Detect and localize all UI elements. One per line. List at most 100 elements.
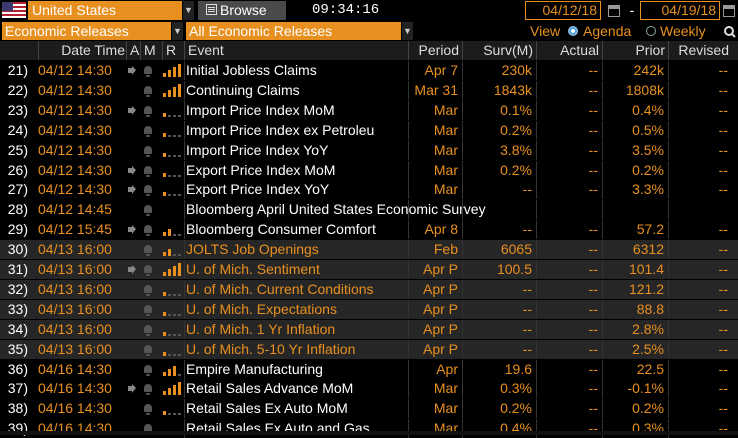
table-row[interactable]: 34) 04/13 16:00 U. of Mich. 1 Yr Inflation… [0,319,738,339]
column-header-prior[interactable]: Prior [602,41,668,60]
bell-icon[interactable] [142,240,154,259]
speaker-icon[interactable] [128,240,138,259]
speaker-icon[interactable] [128,161,138,180]
category-filter[interactable]: Economic Releases [2,22,171,40]
speaker-icon[interactable] [128,81,138,100]
row-event[interactable]: JOLTS Job Openings [186,241,319,258]
calendar-icon[interactable] [608,5,620,17]
row-event[interactable]: Initial Jobless Claims [186,62,317,78]
speaker-icon[interactable] [128,280,138,299]
agenda-label[interactable]: Agenda [583,23,632,39]
bell-icon[interactable] [142,101,154,120]
column-header-survey[interactable]: Surv(M) [462,41,536,60]
table-row[interactable]: 33) 04/13 16:00 U. of Mich. Expectations Ap… [0,299,738,319]
speaker-icon[interactable] [128,200,138,219]
row-event[interactable]: Empire Manufacturing [186,360,323,377]
row-event[interactable]: U. of Mich. 5-10 Yr Inflation [186,340,356,357]
table-row[interactable]: 28) 04/12 14:45 Bloomberg April United Sta… [0,200,738,220]
speaker-icon[interactable] [128,260,138,279]
table-row[interactable]: 25) 04/12 14:30 Import Price Index YoY Mar 3… [0,140,738,160]
bell-icon[interactable] [142,180,154,199]
column-header-event[interactable]: Event [184,41,408,60]
settings-icon[interactable] [722,24,736,38]
table-row[interactable]: 21) 04/12 14:30 Initial Jobless Claims Apr … [0,61,738,80]
weekly-radio[interactable] [646,26,656,36]
row-event[interactable]: Retail Sales Advance MoM [186,380,354,397]
row-event[interactable]: Continuing Claims [186,81,300,98]
table-row[interactable]: 39) 04/16 14:30 Retail Sales Ex Auto and G… [0,419,738,438]
bell-icon[interactable] [142,161,154,180]
bell-icon[interactable] [142,121,154,140]
weekly-label[interactable]: Weekly [660,23,706,39]
row-event[interactable]: U. of Mich. Sentiment [186,261,320,277]
row-event[interactable]: Retail Sales Ex Auto MoM [186,400,348,417]
bell-icon[interactable] [142,220,154,239]
row-event[interactable]: Export Price Index YoY [186,181,330,198]
row-event[interactable]: Retail Sales Ex Auto and Gas [186,420,370,437]
bell-icon[interactable] [142,419,154,438]
speaker-icon[interactable] [128,360,138,379]
speaker-icon[interactable] [128,340,138,359]
speaker-icon[interactable] [128,61,138,80]
chevron-down-icon[interactable]: ▼ [183,1,194,20]
bell-icon[interactable] [142,61,154,80]
bell-icon[interactable] [142,399,154,418]
bell-icon[interactable] [142,260,154,279]
speaker-icon[interactable] [128,101,138,120]
table-row[interactable]: 26) 04/12 14:30 Export Price Index MoM Mar 0… [0,160,738,180]
speaker-icon[interactable] [128,419,138,438]
speaker-icon[interactable] [128,220,138,239]
bell-icon[interactable] [142,200,154,219]
row-event[interactable]: Export Price Index MoM [186,161,336,178]
events-filter[interactable]: All Economic Releases [186,22,401,40]
speaker-icon[interactable] [128,180,138,199]
row-event[interactable]: U. of Mich. 1 Yr Inflation [186,320,336,337]
table-row[interactable]: 27) 04/12 14:30 Export Price Index YoY Mar -… [0,180,738,200]
chevron-down-icon[interactable]: ▼ [402,22,413,40]
row-event[interactable]: Import Price Index MoM [186,101,335,118]
speaker-icon[interactable] [128,399,138,418]
speaker-icon[interactable] [128,320,138,339]
start-date-field[interactable]: 04/12/18 [525,1,601,20]
bell-icon[interactable] [142,300,154,319]
column-header-r[interactable]: R [162,41,184,60]
speaker-icon[interactable] [128,141,138,160]
bell-icon[interactable] [142,81,154,100]
table-row[interactable]: 24) 04/12 14:30 Import Price Index ex Petr… [0,120,738,140]
column-header-period[interactable]: Period [408,41,462,60]
bell-icon[interactable] [142,141,154,160]
table-row[interactable]: 23) 04/12 14:30 Import Price Index MoM Mar 0… [0,100,738,120]
bell-icon[interactable] [142,340,154,359]
row-event[interactable]: Import Price Index ex Petroleu [186,121,375,138]
agenda-radio[interactable] [568,26,578,36]
column-header-m[interactable]: M [140,41,160,60]
chevron-down-icon[interactable]: ▼ [172,22,183,40]
table-row[interactable]: 35) 04/13 16:00 U. of Mich. 5-10 Yr Inflat… [0,339,738,359]
bell-icon[interactable] [142,320,154,339]
table-row[interactable]: 38) 04/16 14:30 Retail Sales Ex Auto MoM Ma… [0,399,738,419]
row-event[interactable]: Bloomberg Consumer Comfort [186,221,376,238]
table-row[interactable]: 22) 04/12 14:30 Continuing Claims Mar 31 184… [0,80,738,100]
end-date-field[interactable]: 04/19/18 [640,1,720,20]
table-row[interactable]: 30) 04/13 16:00 JOLTS Job Openings Feb 6065 -… [0,240,738,260]
table-row[interactable]: 32) 04/13 16:00 U. of Mich. Current Condit… [0,279,738,299]
row-event[interactable]: U. of Mich. Expectations [186,300,337,317]
bell-icon[interactable] [142,280,154,299]
row-event[interactable]: Import Price Index YoY [186,141,329,158]
calendar-icon[interactable] [723,5,735,17]
country-selector[interactable]: United States [28,1,182,20]
table-row[interactable]: 29) 04/12 15:45 Bloomberg Consumer Comfort… [0,220,738,240]
table-row[interactable]: 31) 04/13 16:00 U. of Mich. Sentiment Apr P… [0,260,738,279]
column-header-actual[interactable]: Actual [536,41,602,60]
row-event[interactable]: U. of Mich. Current Conditions [186,280,374,297]
bell-icon[interactable] [142,379,154,398]
column-header-a[interactable]: A [126,41,140,60]
table-row[interactable]: 37) 04/16 14:30 Retail Sales Advance MoM Ma… [0,379,738,399]
bell-icon[interactable] [142,360,154,379]
table-row[interactable]: 36) 04/16 14:30 Empire Manufacturing Apr 19.… [0,359,738,379]
browse-button[interactable]: Browse [198,1,286,20]
row-event[interactable]: Bloomberg April United States Economic S… [186,201,486,218]
speaker-icon[interactable] [128,300,138,319]
speaker-icon[interactable] [128,379,138,398]
column-header-datetime[interactable]: Date Time [38,41,128,60]
